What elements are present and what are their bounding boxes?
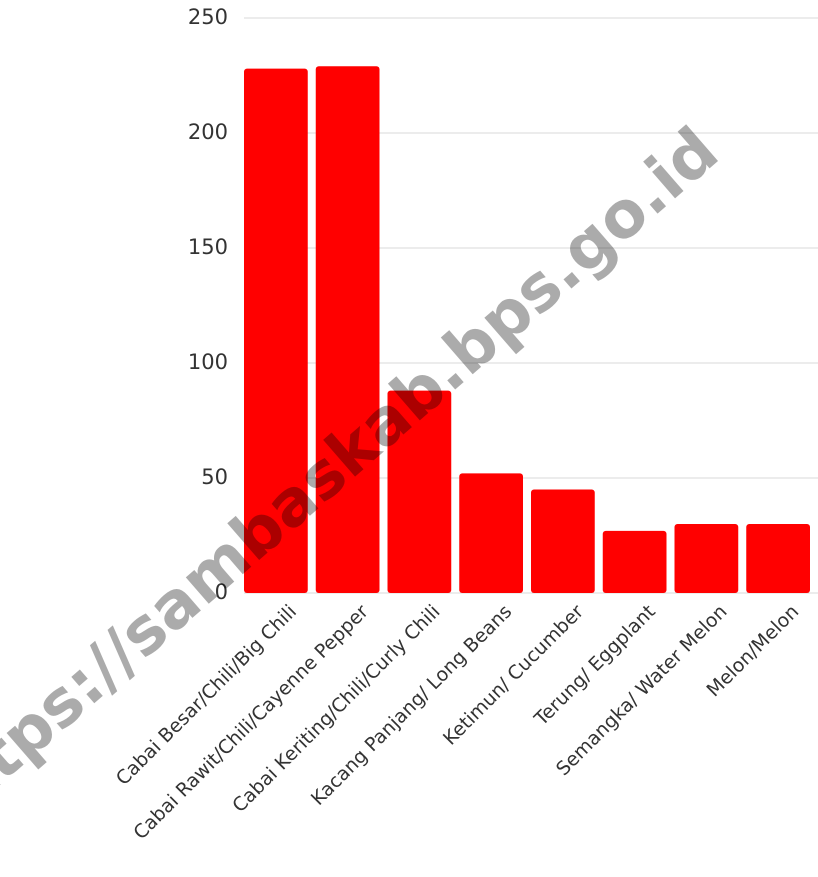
y-axis-tick-labels: 0 50 100 150 200 250 [188,5,228,604]
bar [602,530,667,593]
bars [244,66,810,594]
bar [387,390,452,593]
x-category-label: Ketimun/ Cucumber [439,600,588,749]
bar [244,68,308,594]
y-tick-label: 250 [188,5,228,29]
y-tick-label: 100 [188,350,228,374]
y-tick-label: 150 [188,235,228,259]
bar [531,489,595,593]
bar [674,524,739,593]
bar [459,473,523,593]
y-tick-label: 0 [215,580,228,604]
x-category-label: Terung/ Eggplant [530,601,660,731]
bar [746,524,810,593]
bar [315,66,380,594]
y-tick-label: 50 [201,465,228,489]
y-tick-label: 200 [188,120,228,144]
